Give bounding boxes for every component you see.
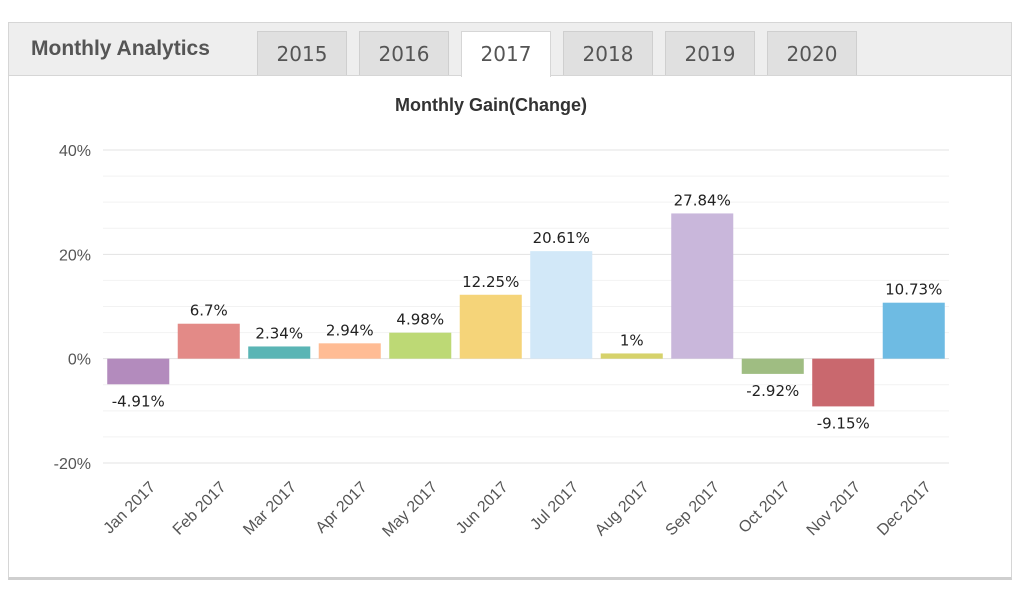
chart-title: Monthly Gain(Change) [395, 95, 587, 115]
tab-2015[interactable]: 2015 [257, 31, 347, 75]
chart-grid [103, 149, 949, 464]
tab-2019[interactable]: 2019 [665, 31, 755, 75]
x-tick-label: May 2017 [379, 479, 441, 541]
x-tick-label: Aug 2017 [592, 479, 653, 540]
panel-header: Monthly Analytics 2015 2016 2017 2018 20… [9, 23, 1011, 77]
tab-2018[interactable]: 2018 [563, 31, 653, 75]
y-tick-label: -20% [54, 456, 91, 473]
x-tick-label: Jul 2017 [527, 479, 582, 534]
x-tick-label: Oct 2017 [736, 479, 794, 537]
x-tick-label: Dec 2017 [874, 479, 935, 540]
x-axis-ticks: Jan 2017 Feb 2017 Mar 2017 Apr 2017 May 2017… [100, 479, 934, 541]
data-label: -2.92% [746, 382, 799, 400]
monthly-gain-chart: Monthly Gain(Change) -20% 0% 20% 40% -4.91%… [54, 95, 949, 541]
tab-2017[interactable]: 2017 [461, 31, 551, 77]
data-label: 2.34% [255, 324, 303, 342]
x-tick-label: Nov 2017 [804, 479, 865, 540]
tab-2020[interactable]: 2020 [767, 31, 857, 75]
x-tick-label: Sep 2017 [663, 479, 724, 540]
x-tick-label: Feb 2017 [170, 479, 230, 539]
y-tick-label: 0% [68, 352, 91, 369]
data-label: -4.91% [112, 392, 165, 410]
bar-feb-2017 [177, 323, 240, 359]
data-label: 10.73% [885, 281, 942, 299]
x-tick-label: Apr 2017 [313, 479, 371, 537]
bar-nov-2017 [812, 358, 875, 407]
bar-mar-2017 [248, 346, 311, 359]
data-label: -9.15% [817, 414, 870, 432]
bar-apr-2017 [318, 343, 381, 359]
chart-data-labels: -4.91% 6.7% 2.34% 2.94% 4.98% 12.25% 20.61% 1% 2… [112, 191, 943, 432]
data-label: 27.84% [674, 191, 731, 209]
data-label: 1% [620, 331, 644, 349]
bar-dec-2017 [882, 302, 945, 359]
x-tick-label: Mar 2017 [240, 479, 300, 539]
data-label: 4.98% [396, 311, 444, 329]
data-label: 2.94% [326, 321, 374, 339]
y-tick-label: 40% [59, 143, 91, 160]
bar-oct-2017 [741, 358, 804, 374]
panel-title: Monthly Analytics [31, 37, 210, 60]
y-tick-label: 20% [59, 247, 91, 264]
data-label: 12.25% [462, 273, 519, 291]
tab-2016[interactable]: 2016 [359, 31, 449, 75]
chart-bars [107, 213, 945, 407]
data-label: 6.7% [190, 302, 228, 320]
y-axis-ticks: -20% 0% 20% 40% [54, 143, 91, 473]
bar-jul-2017 [530, 251, 593, 359]
x-tick-label: Jan 2017 [100, 479, 159, 538]
x-tick-label: Jun 2017 [453, 479, 512, 538]
bar-jan-2017 [107, 358, 170, 385]
bar-jun-2017 [459, 294, 522, 359]
bar-aug-2017 [600, 353, 663, 359]
monthly-analytics-panel: Monthly Analytics 2015 2016 2017 2018 20… [8, 22, 1012, 580]
bar-sep-2017 [671, 213, 734, 359]
data-label: 20.61% [533, 229, 590, 247]
bar-may-2017 [389, 332, 452, 359]
